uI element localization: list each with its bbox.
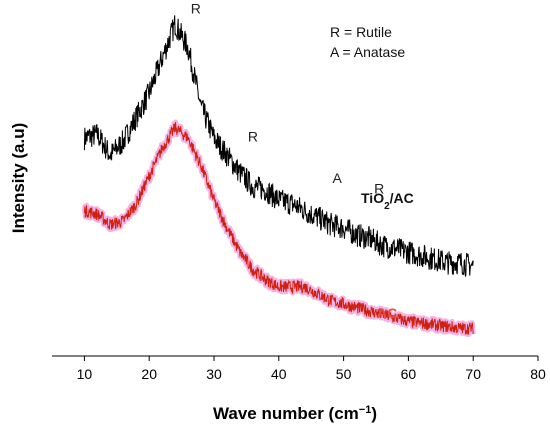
anatase-peak-label: A <box>170 0 180 3</box>
anatase-peak-label: A <box>332 170 342 186</box>
x-tick-label: 60 <box>401 366 417 382</box>
x-tick-label: 10 <box>77 366 93 382</box>
series-tio2-ac-line <box>83 15 474 278</box>
y-axis-title: Intensity (a.u) <box>9 123 28 234</box>
rutile-peak-label: R <box>248 128 258 144</box>
x-tick-label: 70 <box>465 366 481 382</box>
x-tick-label: 20 <box>141 366 157 382</box>
x-tick-label: 50 <box>336 366 352 382</box>
x-tick-label: 30 <box>206 366 222 382</box>
series-layer <box>81 15 476 338</box>
legend-rutile: R = Rutile <box>330 24 392 40</box>
x-axis-title: Wave number (cm−1) <box>213 404 377 423</box>
series-label-tio2-ac: TiO2/AC <box>361 190 414 212</box>
peak-annotations: A R R A R <box>170 0 384 196</box>
series-ac-line <box>83 122 474 336</box>
series-label-ac: AC <box>377 305 397 321</box>
rutile-peak-label: R <box>191 0 201 16</box>
legend-anatase: A = Anatase <box>330 44 405 60</box>
x-tick-label: 80 <box>530 366 546 382</box>
x-axis-ticks: 10 20 30 40 50 60 70 80 <box>77 356 546 382</box>
x-tick-label: 40 <box>271 366 287 382</box>
rutile-peak-label: R <box>374 180 384 196</box>
